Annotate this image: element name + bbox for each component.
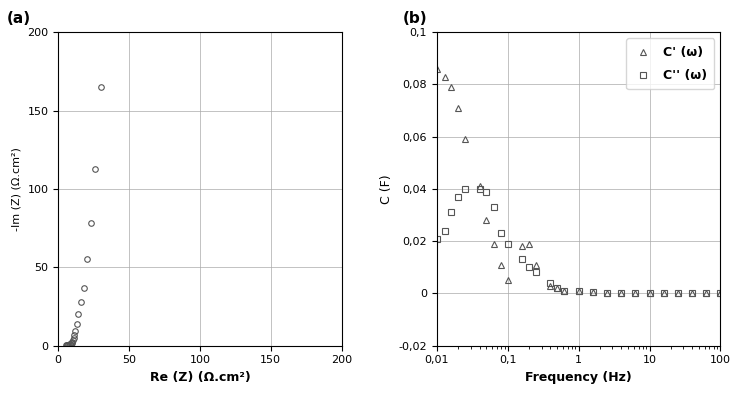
- C' (ω): [489, 241, 498, 246]
- C'' (ω): [475, 186, 484, 191]
- C'' (ω): [433, 236, 441, 241]
- C' (ω): [631, 291, 640, 295]
- C'' (ω): [603, 290, 611, 295]
- C'' (ω): [518, 257, 527, 262]
- C' (ω): [716, 291, 725, 296]
- C' (ω): [454, 105, 463, 110]
- C'' (ω): [546, 280, 555, 285]
- C'' (ω): [461, 186, 470, 191]
- C' (ω): [673, 291, 682, 296]
- C' (ω): [617, 290, 626, 295]
- C' (ω): [574, 288, 583, 293]
- C' (ω): [588, 290, 597, 294]
- C'' (ω): [673, 291, 682, 296]
- Y-axis label: C (F): C (F): [380, 174, 393, 204]
- C' (ω): [553, 286, 562, 290]
- C' (ω): [441, 74, 450, 79]
- C'' (ω): [553, 286, 562, 290]
- C'' (ω): [496, 231, 505, 236]
- C' (ω): [447, 85, 456, 89]
- C' (ω): [518, 244, 527, 249]
- C'' (ω): [645, 291, 654, 295]
- C'' (ω): [660, 291, 669, 296]
- C'' (ω): [688, 291, 697, 296]
- Legend: C' (ω), C'' (ω): C' (ω), C'' (ω): [626, 38, 714, 89]
- C' (ω): [503, 278, 512, 283]
- C' (ω): [525, 241, 533, 246]
- X-axis label: Re (Z) (Ω.cm²): Re (Z) (Ω.cm²): [150, 371, 250, 384]
- Text: (a): (a): [7, 11, 31, 26]
- C' (ω): [688, 291, 697, 296]
- C'' (ω): [482, 189, 491, 194]
- C'' (ω): [560, 288, 569, 293]
- C'' (ω): [503, 241, 512, 246]
- C'' (ω): [489, 205, 498, 210]
- C'' (ω): [631, 291, 640, 295]
- C' (ω): [560, 288, 569, 293]
- C' (ω): [702, 291, 711, 296]
- C'' (ω): [441, 228, 450, 233]
- C' (ω): [475, 184, 484, 189]
- C' (ω): [603, 290, 611, 295]
- C'' (ω): [454, 194, 463, 199]
- C'' (ω): [531, 270, 540, 275]
- C' (ω): [433, 66, 441, 71]
- Line: C'' (ω): C'' (ω): [434, 186, 723, 297]
- Y-axis label: -Im (Z) (Ω.cm²): -Im (Z) (Ω.cm²): [12, 147, 22, 231]
- C' (ω): [482, 218, 491, 223]
- C' (ω): [531, 262, 540, 267]
- C' (ω): [461, 137, 470, 142]
- C' (ω): [645, 291, 654, 295]
- C'' (ω): [588, 290, 597, 294]
- C' (ω): [660, 291, 669, 295]
- C' (ω): [546, 283, 555, 288]
- C'' (ω): [617, 290, 626, 295]
- C'' (ω): [447, 210, 456, 215]
- X-axis label: Frequency (Hz): Frequency (Hz): [525, 371, 632, 384]
- C'' (ω): [716, 291, 725, 296]
- C'' (ω): [702, 291, 711, 296]
- C'' (ω): [525, 265, 533, 270]
- C' (ω): [496, 262, 505, 267]
- C'' (ω): [574, 288, 583, 293]
- Line: C' (ω): C' (ω): [434, 66, 723, 297]
- Text: (b): (b): [403, 11, 427, 26]
